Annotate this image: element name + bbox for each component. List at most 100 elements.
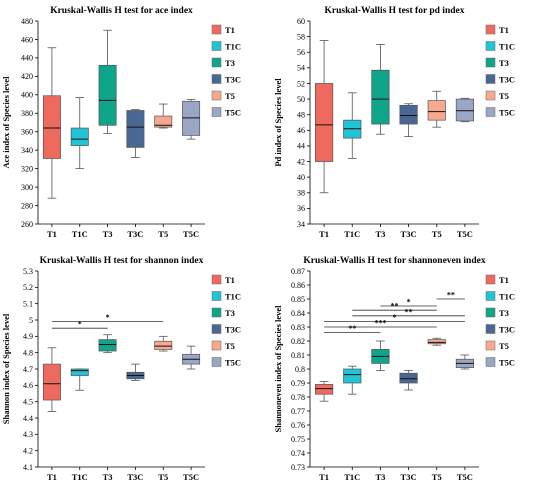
y-tick-label: 340 — [21, 146, 33, 155]
legend-swatch-T3C — [485, 74, 496, 84]
chart-panel-3: Kruskal-Wallis H test for shannon index 4… — [1, 256, 241, 482]
y-tick-label: 280 — [21, 201, 33, 210]
legend-swatch-T1C — [485, 291, 496, 301]
y-tick-label: 42 — [297, 157, 305, 166]
legend-swatch-T1 — [211, 274, 222, 285]
y-tick-label: 0.83 — [291, 323, 305, 332]
x-tick-label: T1C — [72, 229, 88, 239]
y-tick-label: 0.75 — [291, 435, 305, 444]
chart-panel-1: Kruskal-Wallis H test for ace index 260 28… — [1, 6, 241, 239]
legend-swatch-T1C — [211, 291, 222, 301]
legend: T1 T1C T3 T3C T5 T5C — [485, 274, 515, 368]
y-tick-label: 54 — [297, 64, 305, 73]
legend-label-T1C: T1C — [499, 42, 515, 52]
legend-swatch-T1C — [211, 41, 222, 51]
x-tick-label: T1C — [72, 472, 88, 482]
y-tick-label: 0.79 — [291, 379, 305, 388]
box-iqr — [70, 127, 89, 146]
y-tick-label: 300 — [21, 183, 33, 192]
box-iqr — [399, 104, 418, 125]
y-axis-label: Ace index of Species level — [1, 76, 11, 169]
box-iqr — [315, 83, 334, 162]
x-tick-label: T5C — [457, 472, 473, 482]
legend-swatch-T5 — [211, 90, 222, 101]
box-T3C — [399, 103, 418, 137]
legend: T1 T1C T3 T3C T5 T5C — [485, 24, 515, 118]
y-tick-label: 52 — [297, 79, 305, 88]
box-T3C — [126, 109, 145, 158]
box-iqr — [126, 110, 145, 148]
box-iqr — [427, 100, 446, 121]
y-tick-label: 260 — [21, 220, 33, 229]
significance-label: ** — [391, 302, 399, 311]
x-tick-label: T5C — [183, 229, 199, 239]
x-tick-label: T5 — [158, 229, 168, 239]
box-T3 — [371, 44, 390, 135]
legend-label-T3C: T3C — [499, 75, 515, 85]
y-tick-label: 44 — [297, 142, 305, 151]
y-tick-label: 48 — [297, 110, 305, 119]
box-T5 — [427, 337, 446, 346]
legend-label-T3C: T3C — [225, 325, 241, 335]
significance-label: ** — [405, 307, 413, 316]
y-tick-label: 380 — [21, 109, 33, 118]
y-tick-label: 56 — [297, 48, 305, 57]
legend-swatch-T3 — [485, 57, 496, 68]
y-tick-label: 5.3 — [23, 267, 33, 276]
legend-swatch-T3 — [211, 57, 222, 68]
x-tick-label: T3C — [127, 472, 143, 482]
chart-title: Kruskal-Wallis H test for shannon index — [40, 256, 204, 266]
y-tick-label: 0.78 — [291, 393, 305, 402]
y-tick-label: 4.6 — [23, 381, 33, 390]
legend-label-T3: T3 — [225, 58, 235, 68]
significance-bracket: * — [324, 313, 465, 322]
x-tick-label: T5C — [183, 472, 199, 482]
y-tick-label: 0.85 — [291, 295, 305, 304]
significance-bracket: * — [380, 298, 437, 307]
y-tick-label: 400 — [21, 91, 33, 100]
y-tick-label: 480 — [21, 17, 33, 26]
significance-label: ** — [348, 324, 356, 333]
box-T5 — [154, 103, 173, 129]
box-T5C — [182, 345, 201, 370]
box-T1C — [343, 92, 362, 159]
legend: T1 T1C T3 T3C T5 T5C — [211, 24, 241, 118]
y-tick-label: 36 — [297, 204, 305, 213]
y-tick-label: 0.8 — [295, 365, 305, 374]
chart-title: Kruskal-Wallis H test for pd index — [325, 6, 465, 16]
x-tick-label: T5C — [457, 229, 473, 239]
y-tick-label: 0.81 — [291, 351, 305, 360]
y-tick-label: 420 — [21, 72, 33, 81]
box-iqr — [98, 64, 117, 126]
legend-label-T3: T3 — [499, 308, 509, 318]
legend-swatch-T5C — [211, 107, 222, 117]
y-tick-label: 4.4 — [23, 414, 33, 423]
y-axis-label: Shannoneven index of Species level — [273, 305, 283, 433]
box-iqr — [427, 339, 446, 345]
legend: T1 T1C T3 T3C T5 T5C — [211, 274, 241, 368]
legend-label-T5: T5 — [499, 341, 509, 351]
box-T5C — [455, 354, 474, 370]
significance-bracket: *** — [324, 319, 437, 328]
legend-label-T1C: T1C — [225, 42, 241, 52]
y-tick-label: 46 — [297, 126, 305, 135]
box-T3 — [98, 334, 117, 354]
significance-label: *** — [374, 319, 386, 328]
x-tick-label: T1 — [47, 472, 57, 482]
x-tick-label: T3 — [375, 229, 385, 239]
box-T3 — [371, 340, 390, 371]
legend-swatch-T3C — [211, 324, 222, 334]
box-T1 — [42, 347, 61, 412]
chart-panel-4: Kruskal-Wallis H test for shannoneven in… — [273, 256, 515, 482]
y-tick-label: 40 — [297, 173, 305, 182]
legend-swatch-T3 — [485, 307, 496, 318]
box-iqr — [315, 384, 334, 395]
x-tick-label: T1 — [47, 229, 57, 239]
box-T5 — [427, 90, 446, 128]
y-tick-label: 320 — [21, 164, 33, 173]
legend-swatch-T3 — [211, 307, 222, 318]
legend-label-T3C: T3C — [499, 325, 515, 335]
legend-label-T3: T3 — [499, 58, 509, 68]
chart-title: Kruskal-Wallis H test for shannoneven in… — [303, 256, 485, 266]
box-iqr — [98, 339, 117, 352]
